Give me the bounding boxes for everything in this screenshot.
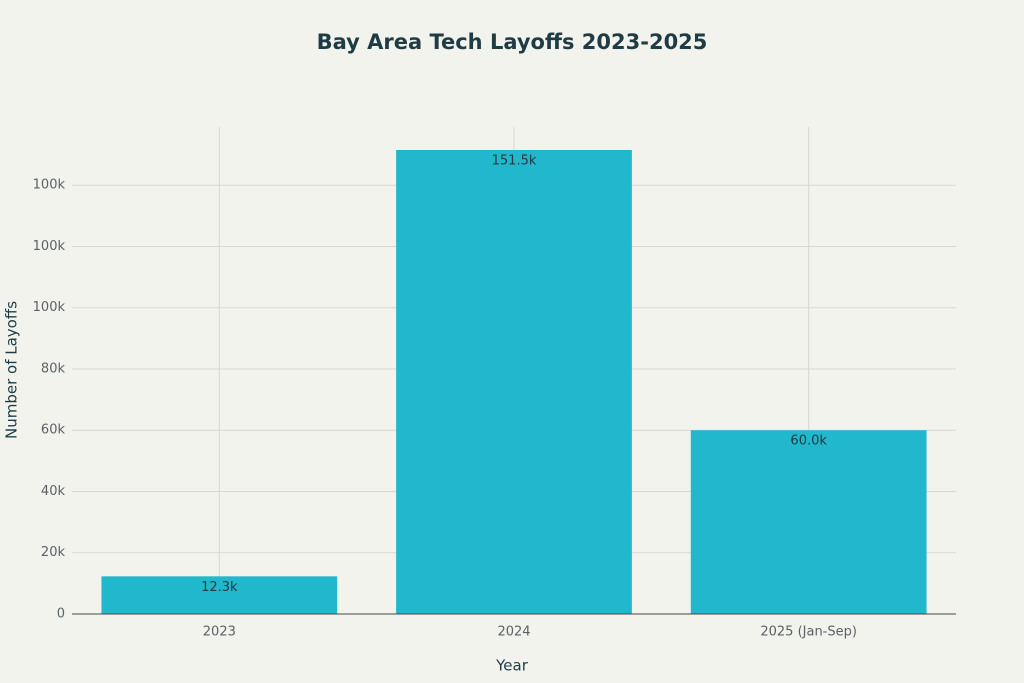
x-tick-label: 2024 <box>497 625 530 640</box>
chart-title: Bay Area Tech Layoffs 2023-2025 <box>317 30 708 54</box>
data-label: 151.5k <box>492 153 537 168</box>
y-tick-label: 40k <box>41 484 66 499</box>
y-tick-label: 100k <box>33 239 66 254</box>
x-tick-label: 2023 <box>203 625 236 640</box>
y-tick-label: 100k <box>33 178 66 193</box>
data-label: 60.0k <box>790 434 827 449</box>
x-tick-label: 2025 (Jan-Sep) <box>760 625 857 640</box>
y-tick-label: 100k <box>33 300 66 315</box>
y-tick-label: 60k <box>41 423 66 438</box>
x-axis-title: Year <box>495 657 529 675</box>
y-tick-label: 80k <box>41 361 66 376</box>
bar <box>396 149 632 615</box>
data-label: 12.3k <box>201 580 238 595</box>
y-tick-label: 20k <box>41 545 66 560</box>
bar <box>101 576 338 614</box>
y-tick-label: 0 <box>57 607 65 622</box>
bar <box>690 430 927 614</box>
y-axis-title: Number of Layoffs <box>3 301 21 439</box>
